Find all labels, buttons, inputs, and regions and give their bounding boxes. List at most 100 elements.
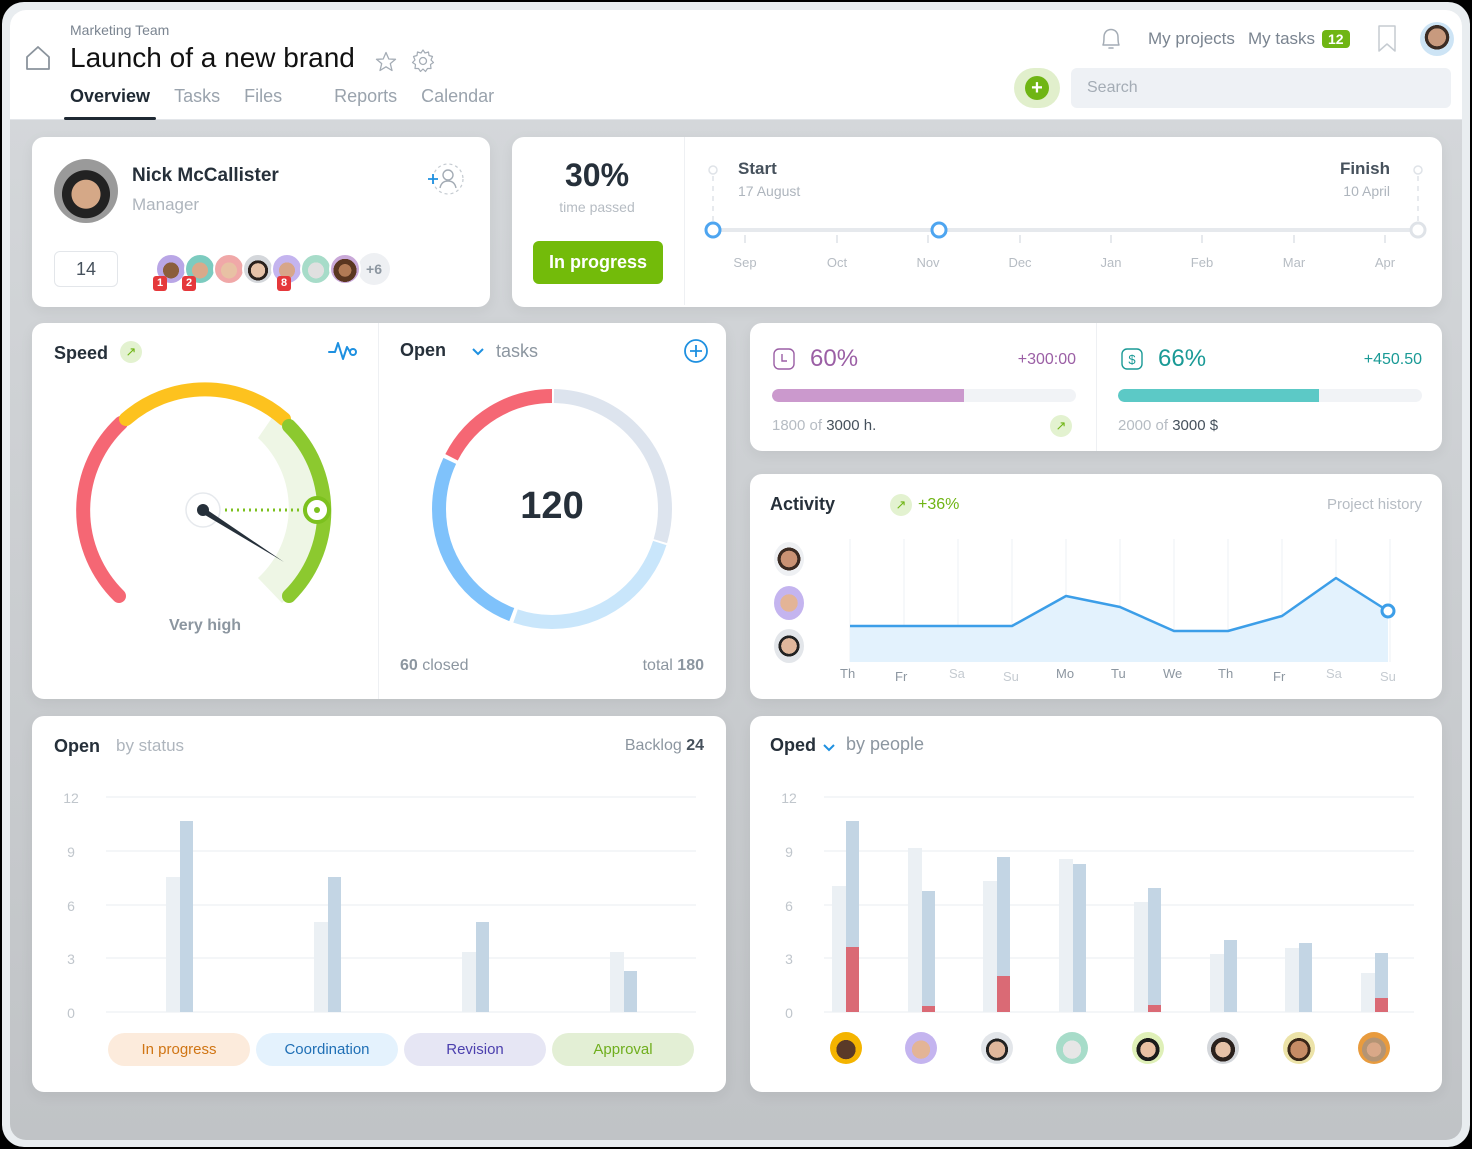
legend-revision[interactable]: Revision [404,1033,546,1066]
member-count: 14 [54,251,118,287]
speed-title: Speed [54,343,109,363]
timeline-track [704,165,1427,243]
tab-files[interactable]: Files [244,86,283,106]
by-people-subtitle: by people [846,734,925,754]
speed-gauge [76,382,332,603]
manager-card: Nick McCallister Manager 14 1 2 8 +6 [32,137,490,307]
total-tasks-summary: total 180 [643,657,704,675]
notification-badge: 8 [277,276,292,291]
open-tasks-donut [432,389,672,629]
notification-badge: 1 [153,276,168,291]
divider [1096,323,1097,451]
by-status-title: Open [54,736,101,756]
month-label: Mar [1282,255,1306,270]
bookmark-icon[interactable] [1376,24,1398,54]
activity-user-avatar[interactable] [774,629,804,663]
time-done: 1800 of [772,417,823,434]
team-member-avatar[interactable] [329,253,361,285]
team-member-avatar[interactable] [213,253,245,285]
person-avatar[interactable] [1132,1032,1164,1064]
budget-progress-bar [1118,389,1422,402]
open-tasks-count: 120 [520,485,584,527]
by-people-bar-chart [824,796,1414,1013]
notification-badge: 2 [182,276,197,291]
chevron-down-icon[interactable] [822,742,836,754]
budget-progress-fill [1118,389,1319,402]
tab-overview[interactable]: Overview [64,86,157,120]
add-member-icon[interactable] [426,161,464,197]
gear-icon[interactable] [410,48,436,74]
dollar-icon: $ [1121,348,1143,370]
bell-icon[interactable] [1096,24,1126,54]
activity-trend: +36% [918,496,960,513]
person-avatar[interactable] [1283,1032,1315,1064]
activity-user-avatar[interactable] [774,586,804,620]
start-date: 17 August [738,183,801,199]
breadcrumb[interactable]: Marketing Team [70,22,170,38]
trend-up-icon: ↗ [1050,415,1072,437]
top-header: Marketing Team Launch of a new brand Ove… [10,10,1462,120]
status-button[interactable]: In progress [533,241,663,284]
manager-avatar[interactable] [54,159,118,223]
activity-user-avatar[interactable] [774,542,804,576]
team-member-avatar[interactable]: 8 [271,253,303,291]
finish-label: Finish [1339,159,1390,178]
plus-icon: + [1025,76,1049,100]
my-tasks-link[interactable]: My tasks [1248,29,1316,48]
legend-in-progress[interactable]: In progress [108,1033,250,1066]
manager-role: Manager [132,195,200,214]
time-delta: +300:00 [1017,351,1076,368]
closed-count: 60 [400,657,418,674]
activity-title: Activity [770,494,836,514]
svg-text:$: $ [1128,352,1136,367]
budget-delta: +450.50 [1363,351,1422,368]
team-member-avatar[interactable] [242,253,274,285]
timeline-card: 30% time passed In progress Start 17 Aug… [512,137,1442,307]
chevron-down-icon[interactable] [470,345,486,359]
app-root: Marketing Team Launch of a new brand Ove… [10,10,1462,1140]
open-tasks-subtitle[interactable]: tasks [496,341,539,361]
person-avatar[interactable] [1207,1032,1239,1064]
user-avatar[interactable] [1420,22,1454,56]
open-by-people-card: Oped by people 12 9 6 3 0 [750,716,1442,1092]
home-icon[interactable] [24,44,52,72]
backlog-count: 24 [686,737,704,754]
project-history-link[interactable]: Project history [1326,496,1422,513]
finish-date: 10 April [1343,183,1390,199]
manager-name: Nick McCallister [132,165,279,186]
by-status-bar-chart [106,796,696,1013]
month-label: Dec [1008,255,1032,270]
budget-summary: 2000 of 3000 $ [1118,417,1218,434]
month-label: Nov [916,255,940,270]
add-task-icon[interactable] [682,337,710,365]
person-avatar[interactable] [830,1032,862,1064]
person-avatar[interactable] [981,1032,1013,1064]
by-people-title[interactable]: Oped [770,735,817,755]
time-progress-bar [772,389,1076,402]
add-button[interactable]: + [1014,68,1060,108]
pulse-icon[interactable] [328,339,358,363]
closed-label: closed [422,657,469,674]
divider [684,137,685,305]
tab-tasks[interactable]: Tasks [174,86,221,106]
team-member-avatar[interactable]: 1 [153,253,187,291]
time-summary: 1800 of 3000 h. [772,417,876,434]
person-avatar[interactable] [1056,1032,1088,1064]
person-avatar[interactable] [1358,1032,1390,1064]
month-label: Jan [1100,255,1122,270]
activity-line-chart [849,539,1396,662]
star-icon[interactable] [374,50,398,74]
more-members-button[interactable]: +6 [358,253,390,285]
trend-up-icon: ↗ [890,494,912,516]
search-input[interactable] [1071,68,1451,108]
person-avatar[interactable] [905,1032,937,1064]
tab-reports[interactable]: Reports [334,86,398,106]
my-projects-link[interactable]: My projects [1148,29,1235,48]
legend-approval[interactable]: Approval [552,1033,694,1066]
month-label: Feb [1190,255,1214,270]
legend-coordination[interactable]: Coordination [256,1033,398,1066]
team-member-avatar[interactable] [300,253,332,285]
team-member-avatar[interactable]: 2 [182,253,216,291]
tab-calendar[interactable]: Calendar [421,86,495,106]
